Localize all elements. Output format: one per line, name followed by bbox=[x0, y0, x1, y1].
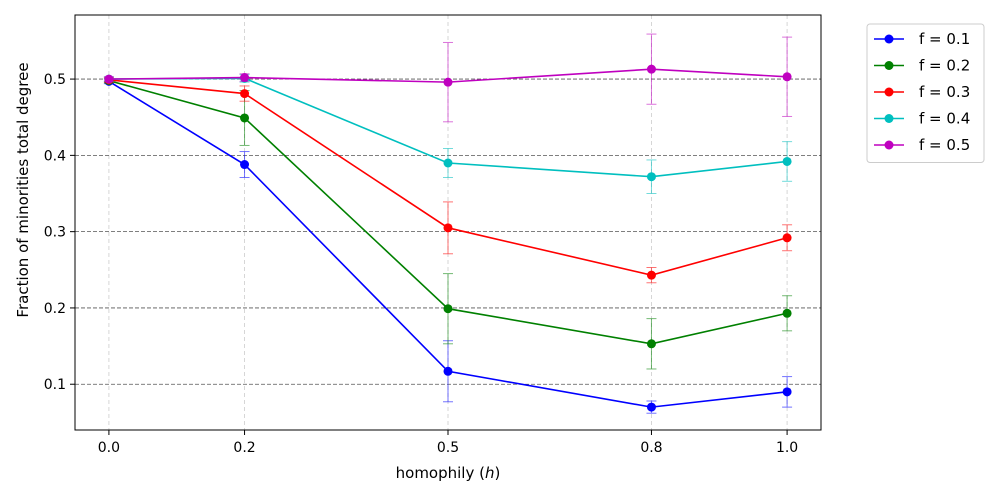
x-axis-label: homophily (h) bbox=[396, 464, 501, 482]
legend: f = 0.1 f = 0.2 f = 0.3 f = 0.4 f = 0.5 bbox=[866, 23, 985, 163]
data-point bbox=[240, 160, 250, 170]
data-point bbox=[240, 73, 250, 83]
series-3 bbox=[103, 75, 793, 284]
series-5 bbox=[103, 33, 793, 123]
data-point bbox=[646, 270, 656, 280]
y-tick-label: 0.2 bbox=[44, 301, 66, 317]
data-point bbox=[646, 339, 656, 349]
data-point bbox=[782, 72, 792, 82]
legend-marker bbox=[884, 34, 894, 44]
data-point bbox=[782, 233, 792, 243]
x-tick-label: 0.5 bbox=[437, 440, 459, 456]
y-tick-label: 0.4 bbox=[44, 148, 66, 164]
legend-item: f = 0.5 bbox=[874, 136, 970, 154]
data-point bbox=[240, 113, 250, 123]
x-tick-label: 0.0 bbox=[98, 440, 120, 456]
data-point bbox=[443, 223, 453, 233]
legend-item: f = 0.4 bbox=[874, 110, 970, 128]
legend-item: f = 0.3 bbox=[874, 83, 970, 101]
legend-label: f = 0.2 bbox=[919, 57, 970, 75]
y-axis-label: Fraction of minorities total degree bbox=[14, 62, 32, 317]
axis-ticks: 0.0 0.2 0.5 0.8 1.0 0.1 0.2 0.3 0.4 0.5 bbox=[44, 72, 798, 456]
data-point bbox=[443, 158, 453, 168]
legend-marker bbox=[884, 61, 894, 70]
data-point bbox=[646, 402, 656, 412]
data-point bbox=[443, 77, 453, 87]
legend-box bbox=[866, 23, 985, 163]
x-tick-label: 1.0 bbox=[776, 440, 798, 456]
data-point bbox=[646, 64, 656, 74]
y-tick-label: 0.1 bbox=[44, 377, 66, 393]
legend-item: f = 0.1 bbox=[874, 30, 970, 48]
legend-label: f = 0.1 bbox=[919, 30, 970, 48]
data-point bbox=[240, 89, 250, 99]
series-2 bbox=[103, 76, 793, 370]
x-tick-label: 0.8 bbox=[640, 440, 662, 456]
data-point bbox=[782, 387, 792, 397]
legend-item: f = 0.2 bbox=[874, 57, 970, 75]
legend-label: f = 0.5 bbox=[919, 136, 970, 154]
legend-label: f = 0.3 bbox=[919, 83, 970, 101]
data-point bbox=[782, 308, 792, 318]
legend-label: f = 0.4 bbox=[919, 110, 970, 128]
data-point bbox=[646, 172, 656, 182]
data-point bbox=[782, 156, 792, 166]
legend-marker bbox=[884, 114, 894, 123]
legend-marker bbox=[884, 87, 894, 97]
x-tick-label: 0.2 bbox=[233, 440, 255, 456]
data-point bbox=[443, 304, 453, 314]
y-tick-label: 0.3 bbox=[44, 225, 66, 241]
series-group bbox=[103, 33, 793, 414]
data-point bbox=[443, 366, 453, 376]
data-point bbox=[104, 74, 114, 84]
y-tick-label: 0.5 bbox=[44, 72, 66, 88]
series-1 bbox=[103, 76, 793, 414]
legend-marker bbox=[884, 140, 894, 150]
